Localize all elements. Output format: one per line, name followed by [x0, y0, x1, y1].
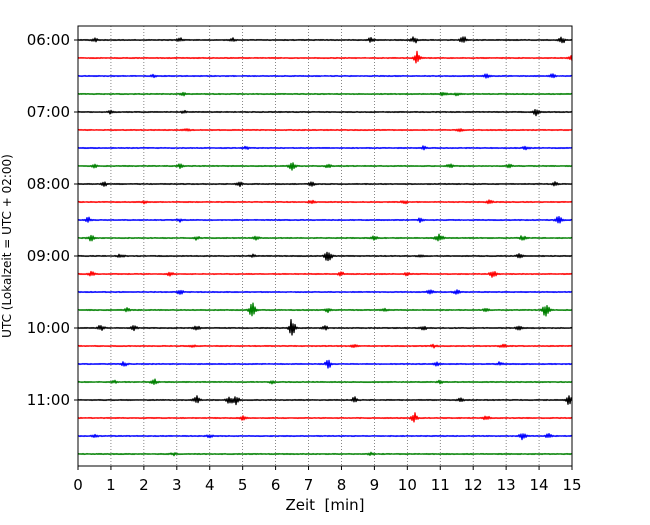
trace-row-9: [77, 181, 573, 188]
x-tick-label: 2: [139, 476, 149, 494]
trace-row-16: [77, 302, 573, 317]
x-tick-label: 11: [431, 476, 450, 494]
grid-layer: [110, 26, 540, 466]
x-tick-label: 8: [337, 476, 347, 494]
trace-row-4: [77, 91, 573, 97]
trace-row-17: [77, 319, 573, 336]
trace-row-2: [77, 50, 573, 64]
x-tick-label: 1: [106, 476, 116, 494]
trace-row-22: [77, 412, 573, 423]
trace-row-18: [77, 343, 573, 349]
y-axis-label: UTC (Lokalzeit = UTC + 02:00): [0, 154, 14, 338]
trace-row-10: [77, 199, 573, 205]
x-tick-label: 3: [172, 476, 182, 494]
trace-row-23: [77, 432, 573, 441]
trace-row-19: [77, 359, 573, 369]
y-tick-label: 09:00: [27, 247, 70, 265]
x-axis: 0 1 2 3 4 5 6 7 8 9 10 11 12 13 14 15: [73, 466, 582, 494]
y-tick-label: 07:00: [27, 103, 70, 121]
plot-frame: [77, 25, 573, 467]
x-tick-label: 4: [205, 476, 215, 494]
trace-row-20: [77, 378, 573, 385]
trace-row-11: [77, 216, 573, 224]
x-tick-label: 13: [497, 476, 516, 494]
x-tick-label: 14: [530, 476, 549, 494]
y-tick-label: 06:00: [27, 31, 70, 49]
trace-row-12: [77, 233, 573, 242]
y-tick-label: 11:00: [27, 391, 70, 409]
trace-row-6: [77, 128, 573, 133]
trace-row-24: [77, 451, 573, 457]
x-tick-label: 15: [562, 476, 581, 494]
trace-row-21: [77, 395, 573, 406]
trace-row-13: [77, 251, 573, 262]
trace-row-3: [77, 73, 573, 79]
x-tick-label: 5: [238, 476, 248, 494]
x-tick-label: 7: [304, 476, 314, 494]
y-axis: 06:00 07:00 08:00 09:00 10:00 11:00: [27, 31, 78, 409]
y-tick-label: 10:00: [27, 319, 70, 337]
trace-row-7: [77, 145, 573, 151]
trace-layer: [77, 36, 573, 457]
x-tick-label: 9: [370, 476, 380, 494]
x-tick-label: 6: [271, 476, 281, 494]
trace-row-8: [77, 162, 573, 171]
trace-row-15: [77, 289, 573, 295]
trace-row-1: [77, 36, 573, 44]
x-tick-label: 0: [73, 476, 83, 494]
x-axis-label: Zeit [min]: [285, 496, 364, 514]
x-tick-label: 10: [398, 476, 417, 494]
x-tick-label: 12: [464, 476, 483, 494]
trace-row-5: [77, 108, 573, 117]
trace-row-14: [77, 270, 573, 278]
y-tick-label: 08:00: [27, 175, 70, 193]
